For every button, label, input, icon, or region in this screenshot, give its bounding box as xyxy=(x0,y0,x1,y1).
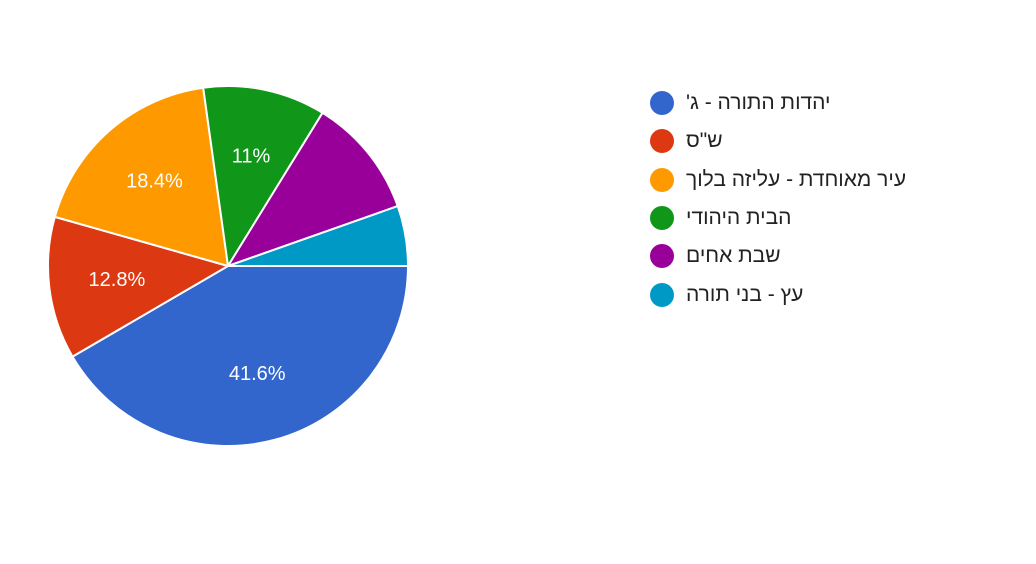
legend-swatch-5 xyxy=(650,282,674,307)
legend-swatch-0 xyxy=(650,91,674,116)
legend-item-1: ש"ס xyxy=(650,122,1010,160)
pie-slice-5 xyxy=(227,205,409,267)
legend-label-1: ש"ס xyxy=(686,129,723,153)
pie-slice-3 xyxy=(202,85,324,267)
legend-label-2: עיר מאוחדת - עליזה בלוך xyxy=(686,167,907,191)
legend-item-5: עץ - בני תורה xyxy=(650,275,1010,313)
slice-value-label-1: 12.8% xyxy=(89,269,146,291)
slice-value-label-0: 41.6% xyxy=(229,363,286,385)
pie-slice-2 xyxy=(53,86,229,267)
pie-slice-1 xyxy=(47,215,229,358)
pie-slice-0 xyxy=(71,265,409,447)
pie-slice-4 xyxy=(227,111,399,267)
legend: יהדות התורה - ג' ש"ס עיר מאוחדת - עליזה בל… xyxy=(650,84,1010,314)
legend-swatch-2 xyxy=(650,167,674,192)
legend-item-0: יהדות התורה - ג' xyxy=(650,84,1010,122)
legend-label-3: הבית היהודי xyxy=(686,206,792,230)
legend-label-5: עץ - בני תורה xyxy=(686,282,804,306)
legend-swatch-4 xyxy=(650,244,674,269)
legend-item-3: הבית היהודי xyxy=(650,199,1010,237)
slice-value-label-3: 11% xyxy=(232,145,271,167)
legend-label-0: יהדות התורה - ג' xyxy=(686,91,831,115)
legend-item-4: שבת אחים xyxy=(650,237,1010,275)
legend-label-4: שבת אחים xyxy=(686,244,781,268)
legend-item-2: עיר מאוחדת - עליזה בלוך xyxy=(650,161,1010,199)
legend-swatch-1 xyxy=(650,129,674,154)
legend-swatch-3 xyxy=(650,206,674,231)
slice-value-label-2: 18.4% xyxy=(126,171,183,193)
